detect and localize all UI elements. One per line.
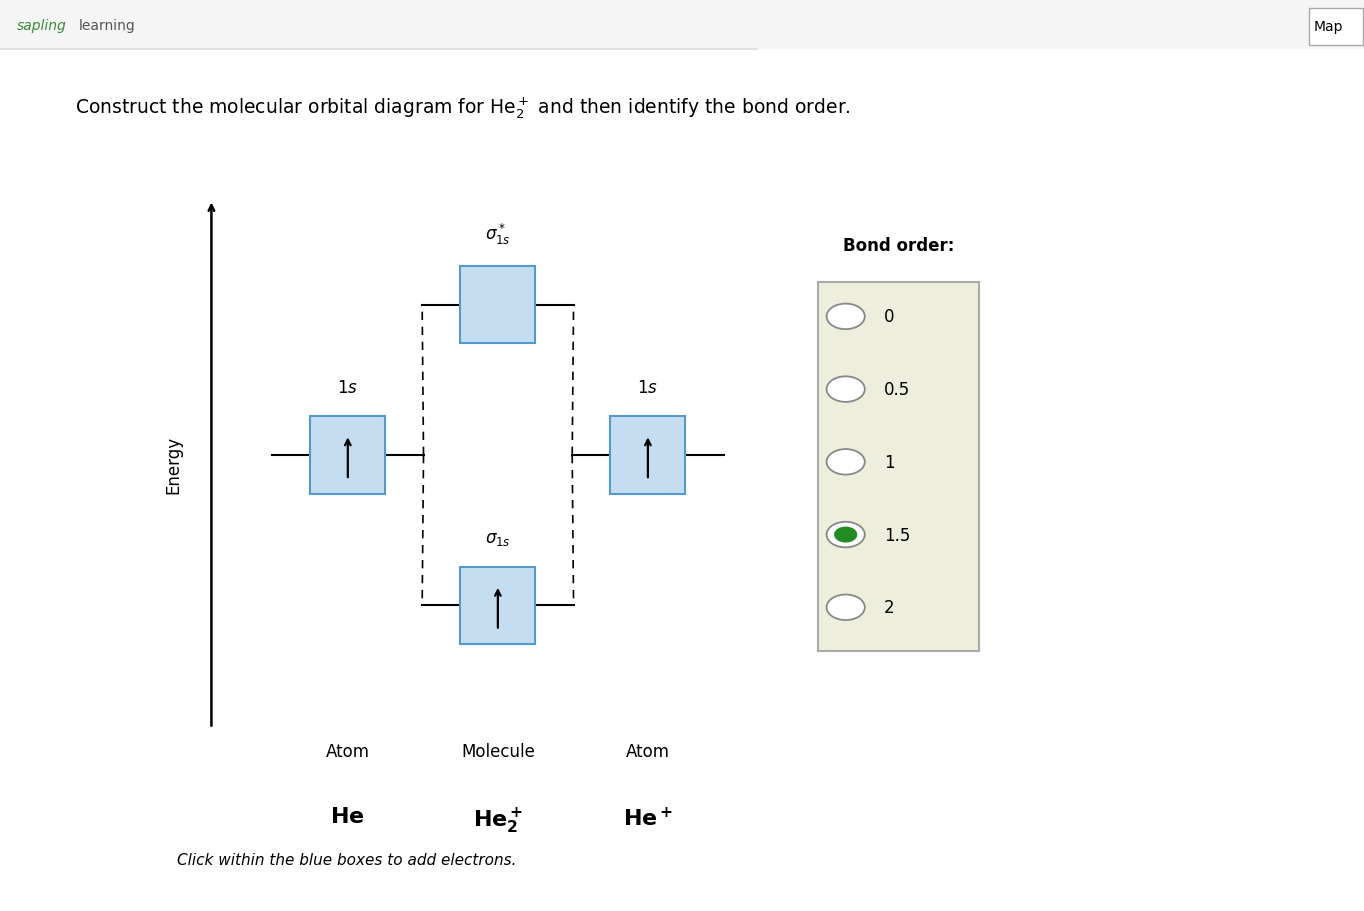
Text: $1s$: $1s$ — [637, 379, 659, 397]
Circle shape — [835, 527, 857, 542]
Circle shape — [827, 450, 865, 476]
Text: Atom: Atom — [326, 742, 370, 761]
Text: Click within the blue boxes to add electrons.: Click within the blue boxes to add elect… — [177, 852, 517, 866]
Circle shape — [827, 595, 865, 620]
Text: sapling: sapling — [16, 18, 65, 33]
FancyBboxPatch shape — [310, 417, 385, 494]
Text: Molecule: Molecule — [461, 742, 535, 761]
FancyBboxPatch shape — [818, 282, 979, 651]
Text: $\mathbf{He_2^+}$: $\mathbf{He_2^+}$ — [473, 806, 522, 835]
Text: $\mathbf{He}$: $\mathbf{He}$ — [330, 806, 366, 826]
Text: Bond order:: Bond order: — [843, 237, 955, 255]
Text: $\mathbf{He^+}$: $\mathbf{He^+}$ — [623, 806, 672, 830]
Circle shape — [827, 522, 865, 548]
Text: Map: Map — [1314, 20, 1344, 35]
Circle shape — [827, 304, 865, 330]
Text: $\sigma_{1s}$: $\sigma_{1s}$ — [486, 529, 510, 547]
Text: Atom: Atom — [626, 742, 670, 761]
FancyBboxPatch shape — [1309, 9, 1363, 46]
Text: 2: 2 — [884, 599, 895, 617]
FancyBboxPatch shape — [0, 0, 1364, 50]
Text: Energy: Energy — [164, 435, 183, 494]
FancyBboxPatch shape — [460, 266, 535, 344]
Text: Construct the molecular orbital diagram for He$_2^+$ and then identify the bond : Construct the molecular orbital diagram … — [75, 96, 851, 121]
Text: learning: learning — [79, 18, 136, 33]
FancyBboxPatch shape — [460, 567, 535, 645]
FancyBboxPatch shape — [610, 417, 685, 494]
Text: $\sigma^*_{1s}$: $\sigma^*_{1s}$ — [486, 221, 510, 247]
Text: 1: 1 — [884, 454, 895, 471]
Text: 0.5: 0.5 — [884, 381, 910, 399]
Text: 0: 0 — [884, 308, 895, 326]
Text: 1.5: 1.5 — [884, 526, 910, 544]
Text: $1s$: $1s$ — [337, 379, 359, 397]
Circle shape — [827, 377, 865, 403]
